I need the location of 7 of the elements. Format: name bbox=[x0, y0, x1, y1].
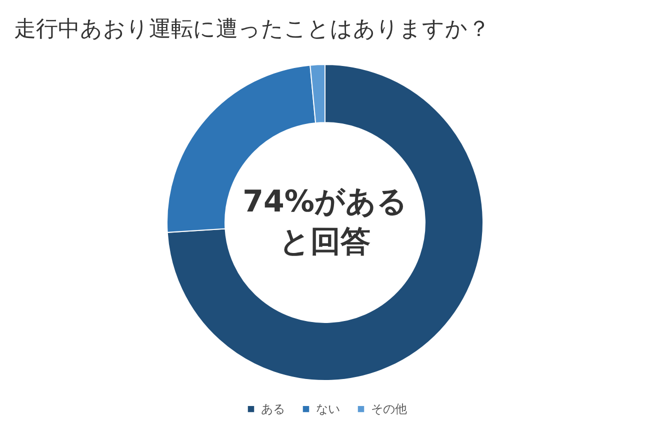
legend-label: ある bbox=[261, 402, 285, 416]
donut-slice bbox=[166, 64, 484, 381]
text: 74%がある bbox=[242, 184, 408, 220]
text: と回答 bbox=[280, 224, 370, 260]
chart-title: 走行中あおり運転に遭ったことはありますか？ bbox=[14, 17, 490, 42]
legend-label: ない bbox=[316, 402, 340, 416]
legend-label: その他 bbox=[371, 402, 407, 416]
